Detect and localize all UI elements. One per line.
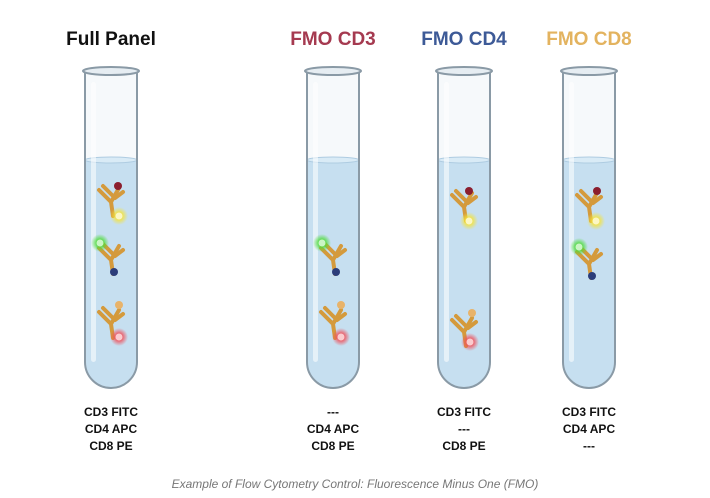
tube-rim [435, 66, 493, 76]
tube-rim [82, 66, 140, 76]
label-dot [332, 268, 340, 276]
tube-rim [304, 66, 362, 76]
label-dot [114, 182, 122, 190]
tube-label: CD3 FITC [84, 405, 138, 419]
tube-label: CD3 FITC [437, 405, 491, 419]
tube-highlight [313, 82, 318, 362]
label-dot [588, 272, 596, 280]
antibody-arm [454, 189, 478, 205]
fluor-core [466, 338, 474, 346]
label-dot [468, 309, 476, 317]
tube-label: CD4 APC [307, 422, 360, 436]
antibody [319, 301, 350, 346]
antibody [313, 234, 347, 276]
antibody [450, 187, 478, 230]
tube-label: CD4 APC [563, 422, 616, 436]
fluor-core [115, 212, 123, 220]
label-dot [115, 301, 123, 309]
label-dot [465, 187, 473, 195]
tube-label: CD3 FITC [562, 405, 616, 419]
tube-label: --- [327, 405, 339, 419]
antibody [570, 238, 603, 280]
label-dot [337, 301, 345, 309]
fluor-core [96, 239, 104, 247]
tube-title: FMO CD3 [290, 29, 376, 50]
tube-highlight [91, 82, 96, 362]
tube-glass [306, 72, 360, 389]
antibody [91, 234, 125, 276]
tube-highlight [444, 82, 449, 362]
fluor-core [337, 333, 345, 341]
antibody-arm [101, 306, 125, 322]
antibody-arm [454, 314, 478, 330]
fluor-core [592, 217, 600, 225]
antibody-arm [323, 306, 347, 322]
label-dot [110, 268, 118, 276]
tube-glass [437, 72, 491, 389]
tube-label: CD8 PE [311, 439, 354, 453]
caption: Example of Flow Cytometry Control: Fluor… [172, 477, 539, 491]
tube-label: CD8 PE [89, 439, 132, 453]
antibody [575, 187, 605, 230]
tube-title: FMO CD4 [421, 29, 507, 50]
tube-label: --- [458, 422, 470, 436]
antibody-arm [579, 189, 603, 205]
fluor-core [318, 239, 326, 247]
tube-title: FMO CD8 [546, 29, 632, 50]
tube-glass [562, 72, 616, 389]
fluor-core [115, 333, 123, 341]
tube-glass [84, 72, 138, 389]
antibody [97, 301, 128, 346]
antibody-arm [101, 184, 125, 200]
antibody [97, 182, 128, 225]
fluor-core [465, 217, 473, 225]
fluor-core [575, 243, 583, 251]
tube-label: CD8 PE [442, 439, 485, 453]
tube-highlight [569, 82, 574, 362]
tube-label: CD4 APC [85, 422, 138, 436]
label-dot [593, 187, 601, 195]
tube-rim [560, 66, 618, 76]
tube-title: Full Panel [66, 29, 156, 50]
tube-label: --- [583, 439, 595, 453]
antibody [450, 309, 479, 351]
